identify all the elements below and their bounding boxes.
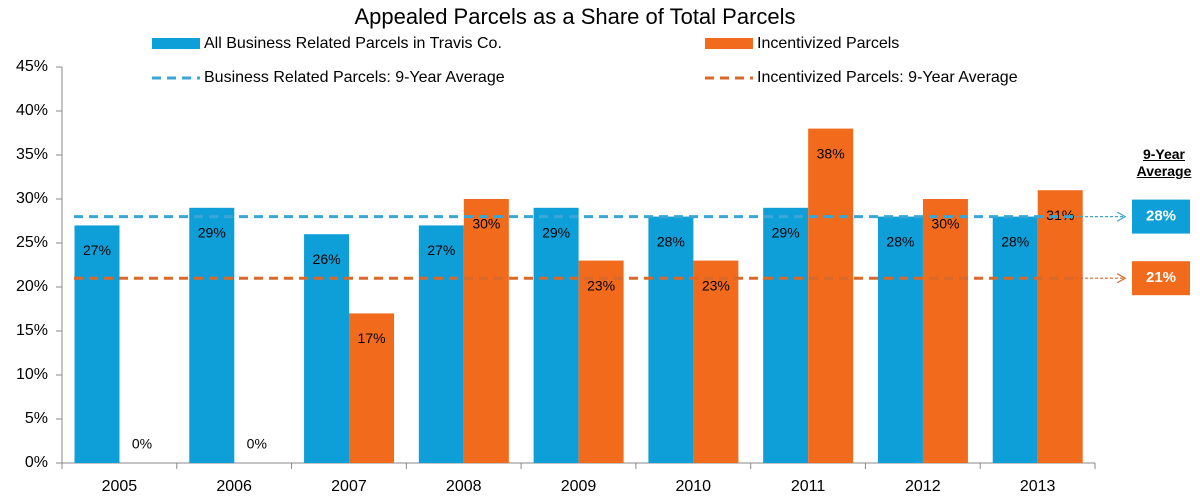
bar	[922, 199, 968, 463]
y-tick-label: 15%	[16, 322, 48, 339]
bar	[189, 207, 235, 463]
data-label: 23%	[702, 277, 730, 293]
bar	[463, 199, 509, 463]
bar	[808, 128, 854, 463]
legend-label: All Business Related Parcels in Travis C…	[204, 35, 502, 52]
data-label: 29%	[772, 225, 800, 241]
y-tick-label: 25%	[16, 234, 48, 251]
legend-swatch	[705, 38, 753, 49]
legend-swatch	[152, 38, 200, 49]
y-tick-label: 10%	[16, 366, 48, 383]
data-label: 28%	[1001, 233, 1029, 249]
data-label: 0%	[132, 436, 152, 452]
bar	[418, 225, 464, 463]
data-label: 26%	[313, 251, 341, 267]
x-tick-label: 2007	[331, 478, 367, 495]
data-label: 23%	[587, 277, 615, 293]
bar	[74, 225, 120, 463]
y-tick-label: 40%	[16, 102, 48, 119]
data-label: 30%	[472, 216, 500, 232]
bar	[992, 216, 1038, 463]
bar	[349, 313, 395, 463]
data-label: 29%	[198, 225, 226, 241]
x-tick-label: 2010	[675, 478, 711, 495]
x-tick-label: 2013	[1020, 478, 1056, 495]
bar	[763, 207, 809, 463]
average-box	[1132, 261, 1190, 296]
data-label: 29%	[542, 225, 570, 241]
average-box	[1132, 199, 1190, 234]
bar	[693, 260, 739, 463]
x-tick-label: 2011	[791, 478, 826, 495]
bar	[1037, 190, 1083, 463]
x-tick-label: 2005	[102, 478, 138, 495]
x-tick-label: 2006	[216, 478, 252, 495]
bar	[877, 216, 923, 463]
data-label: 30%	[931, 216, 959, 232]
legend-label: Incentivized Parcels	[757, 35, 899, 52]
data-label: 17%	[358, 330, 386, 346]
data-label: 31%	[1046, 207, 1074, 223]
y-tick-label: 0%	[25, 454, 48, 471]
bar	[648, 216, 694, 463]
bar	[578, 260, 624, 463]
legend-label: Incentivized Parcels: 9-Year Average	[757, 69, 1018, 86]
average-label: 21%	[1146, 269, 1176, 286]
bar	[304, 234, 350, 463]
y-tick-label: 35%	[16, 146, 48, 163]
data-label: 28%	[886, 233, 914, 249]
bar	[533, 207, 579, 463]
y-tick-label: 30%	[16, 190, 48, 207]
x-tick-label: 2009	[561, 478, 597, 495]
data-label: 27%	[83, 242, 111, 258]
x-tick-label: 2012	[905, 478, 941, 495]
data-label: 38%	[817, 145, 845, 161]
average-label: 28%	[1146, 208, 1176, 225]
y-tick-label: 5%	[25, 410, 48, 427]
x-tick-label: 2008	[446, 478, 482, 495]
reference-title: 9-Year Average	[1136, 146, 1192, 179]
legend-label: Business Related Parcels: 9-Year Average	[204, 69, 505, 86]
y-tick-label: 45%	[16, 58, 48, 75]
data-label: 0%	[247, 436, 267, 452]
chart-title: Appealed Parcels as a Share of Total Par…	[354, 4, 795, 29]
data-label: 28%	[657, 233, 685, 249]
y-tick-label: 20%	[16, 278, 48, 295]
data-label: 27%	[427, 242, 455, 258]
